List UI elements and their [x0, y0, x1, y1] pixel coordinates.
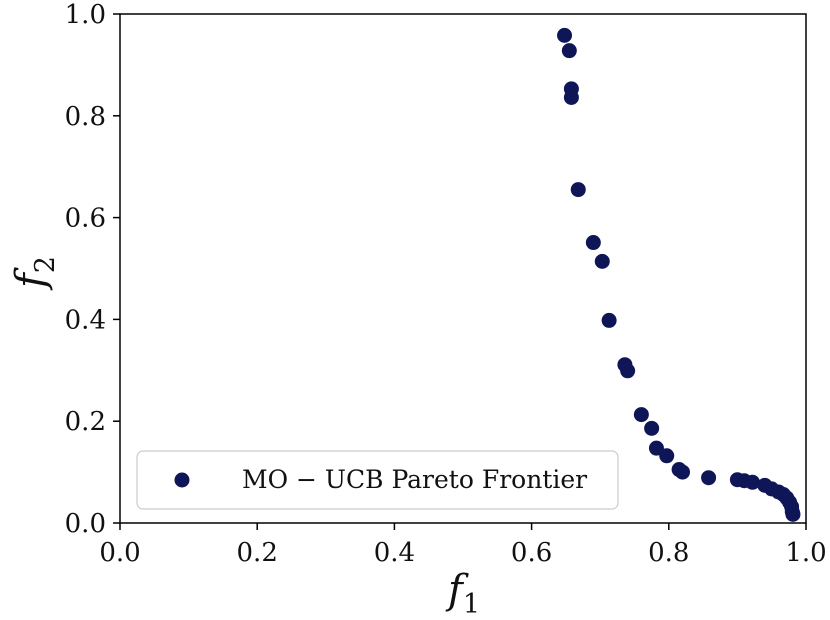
x-tick-label: 0.2	[237, 538, 278, 568]
data-point	[744, 474, 760, 490]
data-point	[644, 420, 660, 436]
y-tick-label: 0.0	[65, 509, 106, 539]
data-point	[620, 363, 636, 379]
x-tick-label: 0.0	[99, 538, 140, 568]
x-tick-label: 0.6	[511, 538, 552, 568]
x-axis-label: f1	[445, 567, 480, 620]
data-point	[557, 27, 573, 43]
data-point	[563, 89, 579, 105]
legend-marker	[174, 472, 190, 488]
y-tick-label: 0.8	[65, 102, 106, 132]
data-point	[675, 464, 691, 480]
data-point	[601, 312, 617, 328]
legend: MO − UCB Pareto Frontier	[136, 450, 619, 510]
x-tick-label: 0.4	[374, 538, 415, 568]
axis-ticks: 0.0 0.2 0.4 0.6 0.8 1.0 0.0 0.2 0.4 0.6 0.8 1.0	[65, 0, 827, 568]
y-tick-label: 0.2	[65, 407, 106, 437]
data-point	[594, 253, 610, 269]
x-tick-label: 1.0	[785, 538, 826, 568]
data-point	[585, 235, 601, 251]
data-point	[633, 407, 649, 423]
x-axis-label-subscript: 1	[463, 589, 480, 620]
legend-label: MO − UCB Pareto Frontier	[242, 465, 587, 494]
data-point	[561, 43, 577, 59]
legend-box	[136, 450, 619, 510]
plot-area	[120, 14, 806, 523]
plot-frame	[119, 13, 807, 524]
data-point	[570, 182, 586, 198]
data-point	[659, 448, 675, 464]
y-axis-label-subscript: 2	[30, 256, 61, 273]
y-tick-label: 1.0	[65, 0, 106, 30]
data-point	[648, 440, 664, 456]
y-tick-label: 0.6	[65, 204, 106, 234]
data-point	[785, 506, 801, 522]
data-points	[557, 27, 801, 522]
y-axis-label: f2	[8, 256, 61, 291]
x-tick-label: 0.8	[648, 538, 689, 568]
data-point	[701, 470, 717, 486]
y-tick-label: 0.4	[65, 305, 106, 335]
